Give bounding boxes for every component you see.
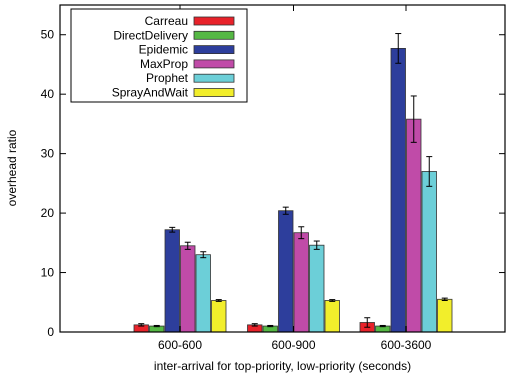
bar-prophet bbox=[421, 171, 437, 333]
bar-epidemic bbox=[164, 229, 180, 333]
legend-label: Epidemic bbox=[139, 43, 188, 57]
x-tick-label: 600-900 bbox=[271, 338, 315, 352]
bar-sprayandwait bbox=[437, 298, 453, 333]
y-axis-label: overhead ratio bbox=[5, 129, 19, 206]
bar-maxprop bbox=[180, 245, 196, 333]
legend-label: MaxProp bbox=[140, 57, 188, 71]
y-tick-label: 10 bbox=[41, 266, 55, 280]
legend-swatch bbox=[193, 88, 235, 97]
legend-swatch bbox=[193, 59, 235, 69]
legend-label: Prophet bbox=[146, 71, 189, 85]
legend-box bbox=[70, 8, 248, 103]
bar-maxprop bbox=[406, 118, 422, 333]
bar-epidemic bbox=[390, 48, 406, 333]
y-tick-label: 30 bbox=[41, 147, 55, 161]
legend-swatch bbox=[193, 16, 235, 26]
x-tick-label: 600-600 bbox=[158, 338, 202, 352]
bar-prophet bbox=[195, 254, 211, 333]
x-tick-label: 600-3600 bbox=[381, 338, 432, 352]
legend-swatch bbox=[193, 45, 235, 54]
y-tick-label: 50 bbox=[41, 28, 55, 42]
plot-frame bbox=[59, 4, 506, 333]
bar-sprayandwait bbox=[211, 300, 227, 333]
y-tick-label: 0 bbox=[47, 325, 54, 339]
legend-label: DirectDelivery bbox=[113, 28, 188, 42]
legend-label: SprayAndWait bbox=[112, 86, 189, 100]
bar-epidemic bbox=[278, 210, 294, 333]
legend-swatch bbox=[193, 73, 235, 83]
legend-swatch bbox=[193, 30, 235, 40]
legend-label: Carreau bbox=[145, 14, 188, 28]
bar-prophet bbox=[309, 244, 325, 333]
x-axis-label: inter-arrival for top-priority, low-prio… bbox=[154, 359, 411, 373]
bar-sprayandwait bbox=[324, 300, 340, 333]
bar-maxprop bbox=[293, 232, 309, 333]
y-tick-label: 20 bbox=[41, 206, 55, 220]
y-tick-label: 40 bbox=[41, 87, 55, 101]
